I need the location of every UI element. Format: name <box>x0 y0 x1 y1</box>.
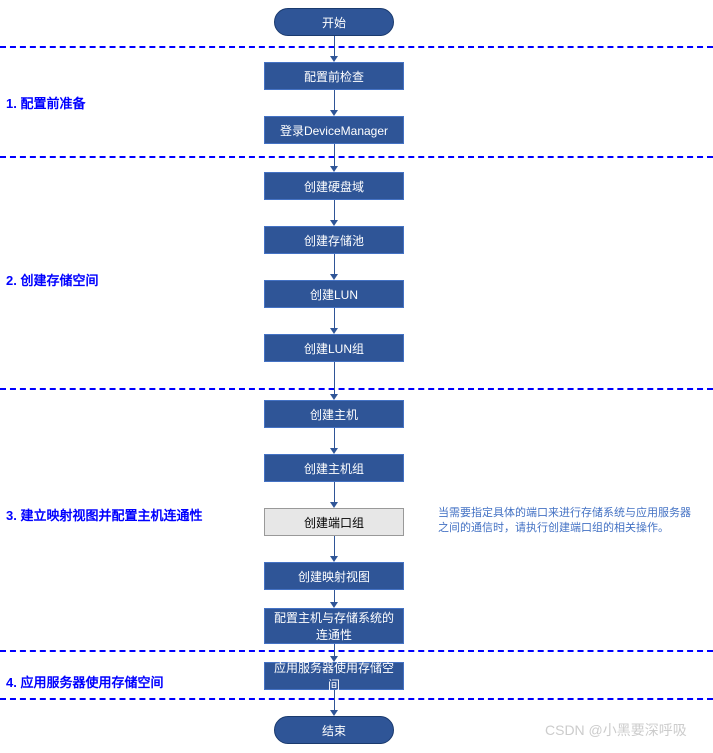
arrow-line <box>334 362 335 394</box>
arrow-line <box>334 36 335 56</box>
section-divider <box>0 388 713 390</box>
node-start: 开始 <box>274 8 394 36</box>
arrow-head-icon <box>330 656 338 662</box>
arrow-head-icon <box>330 56 338 62</box>
arrow-head-icon <box>330 448 338 454</box>
section-label: 3. 建立映射视图并配置主机连通性 <box>6 505 202 524</box>
node-storagepool: 创建存储池 <box>264 226 404 254</box>
node-hostgroup: 创建主机组 <box>264 454 404 482</box>
node-mapping: 创建映射视图 <box>264 562 404 590</box>
node-lun: 创建LUN <box>264 280 404 308</box>
arrow-head-icon <box>330 602 338 608</box>
section-divider <box>0 46 713 48</box>
section-divider <box>0 650 713 652</box>
node-end: 结束 <box>274 716 394 744</box>
portgroup-note: 当需要指定具体的端口来进行存储系统与应用服务器之间的通信时，请执行创建端口组的相… <box>438 506 708 537</box>
arrow-head-icon <box>330 166 338 172</box>
node-diskdomain: 创建硬盘域 <box>264 172 404 200</box>
node-connectivity: 配置主机与存储系统的连通性 <box>264 608 404 644</box>
arrow-line <box>334 90 335 110</box>
section-label: 2. 创建存储空间 <box>6 270 98 289</box>
arrow-head-icon <box>330 394 338 400</box>
node-host: 创建主机 <box>264 400 404 428</box>
arrow-line <box>334 144 335 166</box>
arrow-head-icon <box>330 274 338 280</box>
arrow-line <box>334 590 335 602</box>
section-label: 4. 应用服务器使用存储空间 <box>6 672 163 691</box>
node-precheck: 配置前检查 <box>264 62 404 90</box>
arrow-line <box>334 254 335 274</box>
arrow-line <box>334 482 335 502</box>
arrow-head-icon <box>330 110 338 116</box>
arrow-line <box>334 200 335 220</box>
section-label: 1. 配置前准备 <box>6 93 85 112</box>
arrow-line <box>334 428 335 448</box>
node-portgroup: 创建端口组 <box>264 508 404 536</box>
section-divider <box>0 698 713 700</box>
node-login: 登录DeviceManager <box>264 116 404 144</box>
arrow-head-icon <box>330 710 338 716</box>
node-appuse: 应用服务器使用存储空间 <box>264 662 404 690</box>
arrow-head-icon <box>330 502 338 508</box>
arrow-head-icon <box>330 328 338 334</box>
watermark: CSDN @小黑要深呼吸 <box>545 720 687 740</box>
node-lungroup: 创建LUN组 <box>264 334 404 362</box>
arrow-line <box>334 644 335 656</box>
section-divider <box>0 156 713 158</box>
arrow-head-icon <box>330 220 338 226</box>
arrow-line <box>334 536 335 556</box>
arrow-line <box>334 308 335 328</box>
arrow-head-icon <box>330 556 338 562</box>
arrow-line <box>334 690 335 710</box>
